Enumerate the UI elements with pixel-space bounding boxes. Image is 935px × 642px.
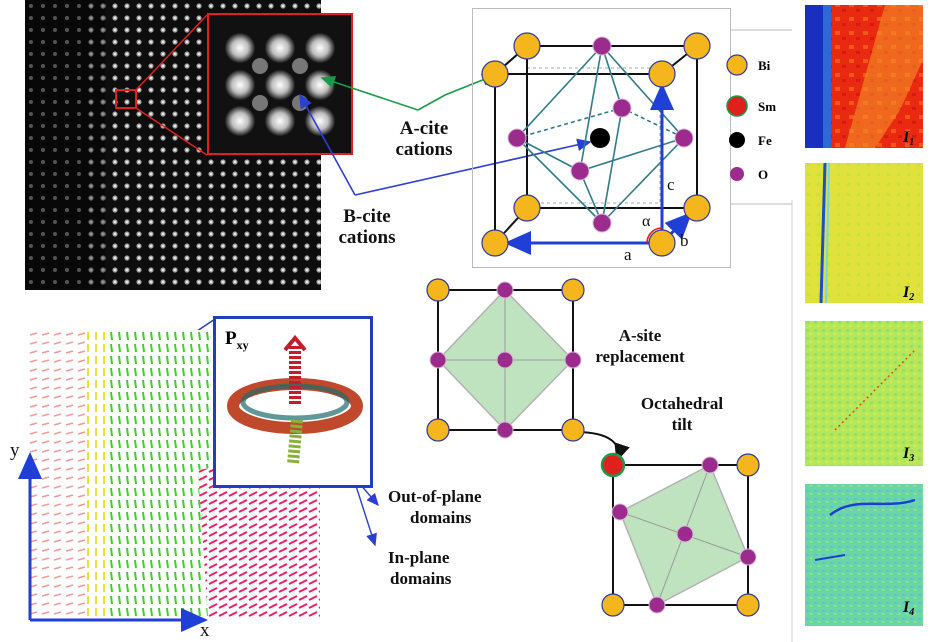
b-site-label: B-cite cations xyxy=(338,206,396,248)
angle-alpha-label: α xyxy=(642,213,651,230)
a-site-arrow xyxy=(417,73,497,111)
axis-x-label: x xyxy=(200,620,210,641)
legend-bi-swatch xyxy=(726,54,748,76)
legend-sm-swatch xyxy=(726,95,748,117)
unit-cell-panel: α c a b Bi Sm Fe O xyxy=(472,8,792,268)
stem-selection-box xyxy=(115,89,137,109)
axis-b-label: b xyxy=(680,231,689,250)
pxy-inset: Pxy xyxy=(213,316,373,488)
octahedron-ideal xyxy=(426,278,585,442)
zoom-atom-grid xyxy=(225,33,335,136)
legend: Bi Sm Fe O xyxy=(726,54,776,182)
legend-bi-label: Bi xyxy=(758,58,771,73)
xy-axes xyxy=(18,452,208,632)
map-i2-label: I2 xyxy=(902,284,914,303)
legend-fe-label: Fe xyxy=(758,133,772,148)
component-maps: I1 I2 I3 I4 xyxy=(805,5,923,626)
legend-sm-label: Sm xyxy=(758,99,776,114)
sm-dopant xyxy=(600,452,626,478)
axis-a-label: a xyxy=(624,245,632,264)
legend-fe-swatch xyxy=(729,132,745,148)
legend-o-swatch xyxy=(730,167,744,181)
octahedra-diagram xyxy=(426,278,760,617)
legend-o-label: O xyxy=(758,167,768,182)
octahedron-tilted xyxy=(600,452,760,617)
map-i3 xyxy=(805,321,923,466)
map-i1 xyxy=(805,5,923,148)
map-i2 xyxy=(805,162,923,304)
a-site-label: A-cite cations xyxy=(395,118,453,160)
octahedral-tilt-label: Octahedral tilt xyxy=(640,394,724,434)
map-i3-label: I3 xyxy=(902,445,914,464)
pxy-label: Pxy xyxy=(225,328,249,352)
unit-cell-diagram: α c a b Bi Sm Fe O xyxy=(472,8,792,268)
map-i1-label: I1 xyxy=(902,129,914,148)
map-i4-label: I4 xyxy=(902,599,914,618)
map-i4 xyxy=(805,484,923,626)
axis-c-label: c xyxy=(667,175,675,194)
in-plane-label: In-plane domains xyxy=(388,548,452,588)
a-site-replacement-label: A-site replacement xyxy=(595,326,685,366)
axis-y-label: y xyxy=(10,440,20,461)
out-of-plane-label: Out-of-plane domains xyxy=(388,487,482,527)
